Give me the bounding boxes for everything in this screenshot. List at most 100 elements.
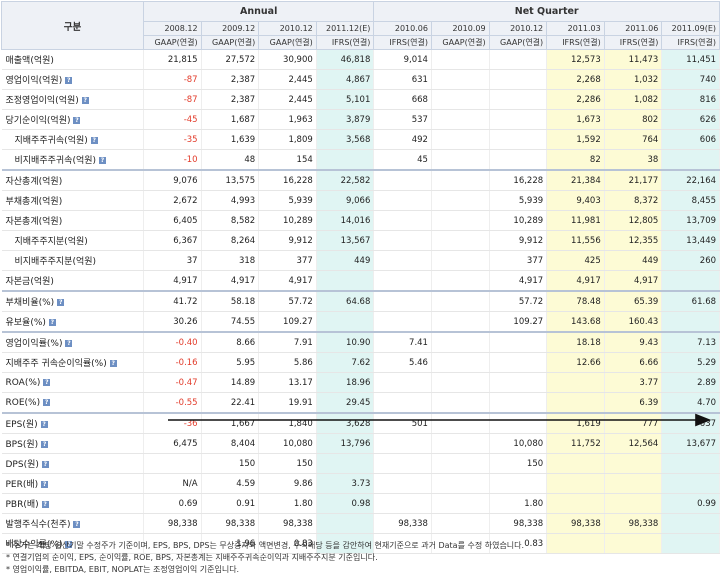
- data-cell: 1,639: [201, 129, 260, 150]
- data-cell: 13,709: [661, 210, 720, 231]
- data-cell: 1,082: [604, 89, 663, 110]
- data-cell: 7.91: [258, 331, 317, 353]
- data-cell: 143.68: [546, 311, 605, 333]
- data-cell: [661, 513, 720, 534]
- question-icon[interactable]: ?: [90, 137, 98, 144]
- data-cell: [316, 453, 375, 474]
- row-label: EPS(원)?: [1, 412, 144, 434]
- table-row: PBR(배)? 0.69 0.91 1.80 0.98 1.80 0.99: [1, 493, 720, 514]
- data-cell: [143, 533, 202, 554]
- data-cell: 11,473: [604, 49, 663, 70]
- column-date-header: 2011.12(E): [315, 21, 375, 36]
- data-cell: 27,572: [201, 49, 260, 70]
- data-cell: 2,672: [143, 190, 202, 211]
- question-icon[interactable]: ?: [73, 117, 81, 124]
- data-cell: 626: [661, 109, 720, 130]
- data-cell: 109.27: [258, 311, 317, 333]
- question-icon[interactable]: ?: [65, 340, 73, 347]
- data-cell: [431, 210, 490, 231]
- data-cell: [431, 412, 490, 434]
- data-cell: 22,582: [316, 169, 375, 191]
- data-cell: 1,667: [201, 412, 260, 434]
- column-standard-header: GAAP(연결): [143, 35, 202, 50]
- data-cell: [373, 230, 432, 251]
- data-cell: -87: [143, 69, 202, 90]
- row-label: 조정영업이익(억원)?: [1, 89, 144, 110]
- data-cell: [373, 311, 432, 333]
- row-label: 유보율(%)?: [1, 311, 144, 333]
- data-cell: 21,177: [604, 169, 663, 191]
- data-cell: 1,619: [546, 412, 605, 434]
- table-row: 부채총계(억원) 2,672 4,993 5,939 9,066 5,939 9,403 8,…: [1, 190, 720, 211]
- data-cell: [373, 453, 432, 474]
- data-cell: 3,568: [316, 129, 375, 150]
- data-cell: [431, 250, 490, 271]
- data-cell: 5,939: [258, 190, 317, 211]
- question-icon[interactable]: ?: [41, 461, 49, 468]
- column-date-header: 2008.12: [143, 21, 202, 36]
- question-icon[interactable]: ?: [99, 157, 107, 164]
- data-cell: 4,867: [316, 69, 375, 90]
- question-icon[interactable]: ?: [73, 521, 81, 528]
- question-icon[interactable]: ?: [81, 97, 89, 104]
- data-cell: 13,567: [316, 230, 375, 251]
- data-cell: 6.66: [604, 352, 663, 373]
- data-cell: 606: [661, 129, 720, 150]
- row-label-text: 비지배주주지분(억원): [14, 257, 97, 267]
- data-cell: [373, 533, 432, 554]
- data-cell: [431, 270, 490, 292]
- data-cell: 98,338: [546, 513, 605, 534]
- data-cell: [431, 149, 490, 171]
- data-cell: 5.46: [373, 352, 432, 373]
- data-cell: 0.83: [258, 533, 317, 554]
- question-icon[interactable]: ?: [43, 378, 51, 386]
- data-cell: 1,809: [258, 129, 317, 150]
- data-cell: 16,228: [258, 169, 317, 191]
- data-cell: 10,289: [258, 210, 317, 231]
- data-cell: [431, 311, 490, 333]
- table-row: ROE(%)? -0.55 22.41 19.91 29.45 6.39 4.70: [1, 392, 720, 414]
- column-standard-header: IFRS(연결): [546, 35, 605, 50]
- data-cell: [431, 372, 490, 393]
- data-cell: 98,338: [604, 513, 663, 534]
- table-row: 지배주주귀속(억원)? -35 1,639 1,809 3,568 492 1,592 764…: [1, 129, 720, 150]
- question-icon[interactable]: ?: [41, 441, 49, 448]
- data-cell: -0.40: [143, 331, 202, 353]
- data-cell: [373, 433, 432, 454]
- question-icon[interactable]: ?: [57, 299, 65, 306]
- data-cell: 2,387: [201, 89, 260, 110]
- data-cell: 449: [316, 250, 375, 271]
- question-icon[interactable]: ?: [48, 319, 56, 326]
- table-row: 조정영업이익(억원)? -87 2,387 2,445 5,101 668 2,286 1,0…: [1, 89, 720, 110]
- data-cell: -10: [143, 149, 202, 171]
- data-cell: 10,080: [489, 433, 548, 454]
- data-cell: 38: [604, 149, 663, 171]
- data-cell: 21,384: [546, 169, 605, 191]
- question-icon[interactable]: ?: [65, 77, 73, 84]
- question-icon[interactable]: ?: [40, 421, 48, 428]
- data-cell: 6.39: [604, 392, 663, 414]
- row-label-text: 영업이익률(%): [5, 339, 63, 349]
- row-label: PBR(배)?: [1, 493, 144, 514]
- question-icon[interactable]: ?: [65, 541, 73, 548]
- data-cell: -0.55: [143, 392, 202, 414]
- data-cell: [661, 533, 720, 554]
- data-cell: 82: [546, 149, 605, 171]
- row-label: ROA(%)?: [1, 372, 144, 393]
- data-cell: 98,338: [143, 513, 202, 534]
- table-row: 지배주주지분(억원) 6,367 8,264 9,912 13,567 9,912 11,5…: [1, 230, 720, 251]
- data-cell: [661, 270, 720, 292]
- data-cell: [546, 533, 605, 554]
- data-cell: 160.43: [604, 311, 663, 333]
- data-cell: 74.55: [201, 311, 260, 333]
- question-icon[interactable]: ?: [41, 501, 49, 508]
- data-cell: 21,815: [143, 49, 202, 70]
- data-cell: 6,405: [143, 210, 202, 231]
- data-cell: 4,917: [201, 270, 260, 292]
- data-cell: 12,355: [604, 230, 663, 251]
- data-cell: [431, 473, 490, 494]
- question-icon[interactable]: ?: [109, 360, 117, 367]
- question-icon[interactable]: ?: [43, 398, 51, 406]
- row-label-text: 부채비율(%): [5, 298, 55, 308]
- question-icon[interactable]: ?: [41, 481, 49, 488]
